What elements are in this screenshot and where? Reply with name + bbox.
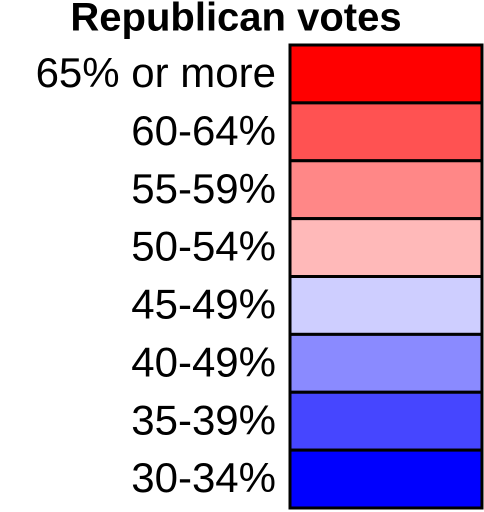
swatch <box>288 159 484 221</box>
swatch <box>288 332 484 394</box>
legend-label: 65% or more <box>36 49 276 96</box>
swatch <box>288 101 484 163</box>
swatch <box>288 275 484 336</box>
legend-label: 60-64% <box>131 107 276 154</box>
legend-label: 55-59% <box>131 165 276 212</box>
swatch <box>288 43 484 105</box>
legend-label: 35-39% <box>131 396 276 443</box>
legend-label: 45-49% <box>131 281 276 328</box>
swatch <box>288 217 484 278</box>
legend-label: 50-54% <box>131 223 276 270</box>
swatch <box>288 448 484 510</box>
legend-label: 40-49% <box>131 338 276 385</box>
swatch <box>288 390 484 452</box>
legend-label: 30-34% <box>131 454 276 501</box>
legend-title: Republican votes <box>70 0 401 40</box>
